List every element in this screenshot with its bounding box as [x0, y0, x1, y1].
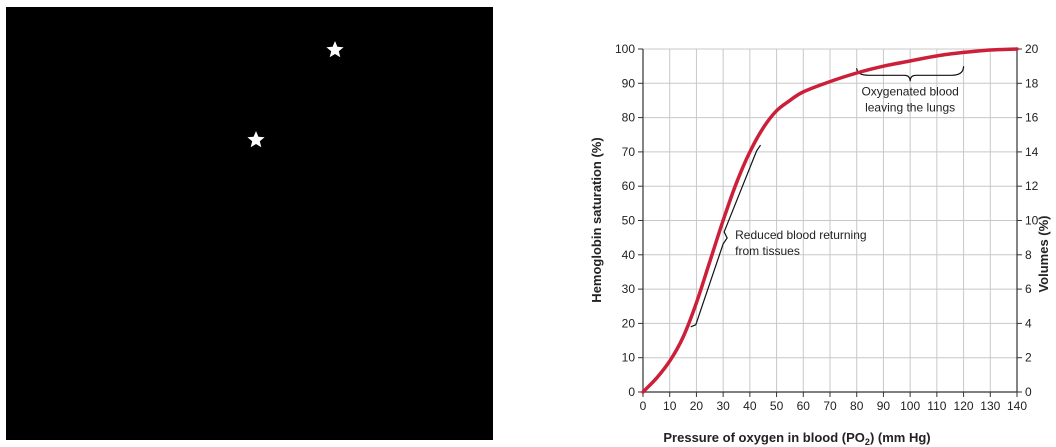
- y-right-tick-label: 4: [1025, 316, 1032, 330]
- star-icon: [326, 41, 344, 58]
- x-tick-label: 130: [980, 399, 1000, 413]
- annotation-text-lungs: Oxygenated blood: [861, 84, 958, 98]
- grid: [642, 48, 1018, 393]
- y-right-tick-label: 16: [1025, 111, 1039, 125]
- x-tick-label: 30: [716, 399, 730, 413]
- x-tick-label: 50: [770, 399, 784, 413]
- x-tick-label: 70: [823, 399, 837, 413]
- star-icon: [247, 131, 265, 148]
- x-tick-label: 60: [797, 399, 811, 413]
- y-left-tick-label: 90: [622, 76, 636, 90]
- x-axis-title: Pressure of oxygen in blood (PO2) (mm Hg…: [663, 430, 930, 447]
- y-left-tick-label: 100: [615, 42, 635, 56]
- x-tick-label: 20: [690, 399, 704, 413]
- y-left-tick-label: 60: [622, 179, 636, 193]
- annotation-text-tissues: Reduced blood returning: [735, 228, 866, 242]
- y-axis-left-title: Hemoglobin saturation (%): [589, 137, 604, 302]
- y-left-tick-label: 30: [622, 282, 636, 296]
- y-left-tick-label: 10: [622, 351, 636, 365]
- annotation-brace-tissues: [690, 144, 762, 328]
- x-tick-label: 140: [1007, 399, 1027, 413]
- x-tick-label: 80: [850, 399, 864, 413]
- y-left-tick-label: 70: [622, 145, 636, 159]
- x-tick-label: 120: [954, 399, 974, 413]
- y-right-tick-label: 20: [1025, 42, 1039, 56]
- x-tick-label: 110: [927, 399, 946, 413]
- x-axis-title-main: Pressure of oxygen in blood (PO: [663, 430, 865, 445]
- x-tick-label: 40: [743, 399, 757, 413]
- y-right-tick-label: 8: [1025, 248, 1032, 262]
- tick-labels: 0 10 20 30 40 50 60 70 80 90 100 110 120 130 140010203…: [615, 42, 1039, 413]
- chart-panel: Oxygenated blood leaving the lungs Reduced…: [566, 14, 1056, 447]
- x-tick-label: 10: [663, 399, 677, 413]
- y-left-tick-label: 50: [622, 214, 636, 228]
- x-tick-label: 100: [900, 399, 920, 413]
- y-left-tick-label: 0: [628, 385, 635, 399]
- y-right-tick-label: 0: [1025, 385, 1032, 399]
- annotations: Oxygenated blood leaving the lungs Reduced…: [690, 66, 965, 328]
- x-axis-title-subscript: 2: [865, 437, 870, 447]
- annotation-text-lungs: leaving the lungs: [865, 100, 955, 114]
- y-right-tick-label: 18: [1025, 76, 1039, 90]
- y-left-tick-label: 40: [622, 248, 636, 262]
- black-panel: [6, 7, 493, 440]
- y-right-tick-label: 2: [1025, 351, 1032, 365]
- x-axis-title-tail: ) (mm Hg): [870, 430, 931, 445]
- x-tick-label: 0: [640, 399, 647, 413]
- y-right-tick-label: 12: [1025, 179, 1039, 193]
- oxygen-dissociation-chart: Oxygenated blood leaving the lungs Reduced…: [589, 42, 1051, 447]
- star-layer: [247, 41, 344, 148]
- annotation-text-tissues: from tissues: [735, 244, 800, 258]
- x-tick-label: 90: [877, 399, 891, 413]
- axes-frame: [638, 48, 1022, 397]
- y-right-tick-label: 6: [1025, 282, 1032, 296]
- y-left-tick-label: 80: [622, 111, 636, 125]
- y-right-tick-label: 10: [1025, 214, 1039, 228]
- annotation-brace-lungs: [856, 66, 965, 82]
- series-layer: [641, 47, 1019, 394]
- y-axis-right-title: Volumes (%): [1036, 215, 1051, 292]
- y-right-tick-label: 14: [1025, 145, 1039, 159]
- y-left-tick-label: 20: [622, 316, 636, 330]
- saturation-curve: [641, 47, 1019, 394]
